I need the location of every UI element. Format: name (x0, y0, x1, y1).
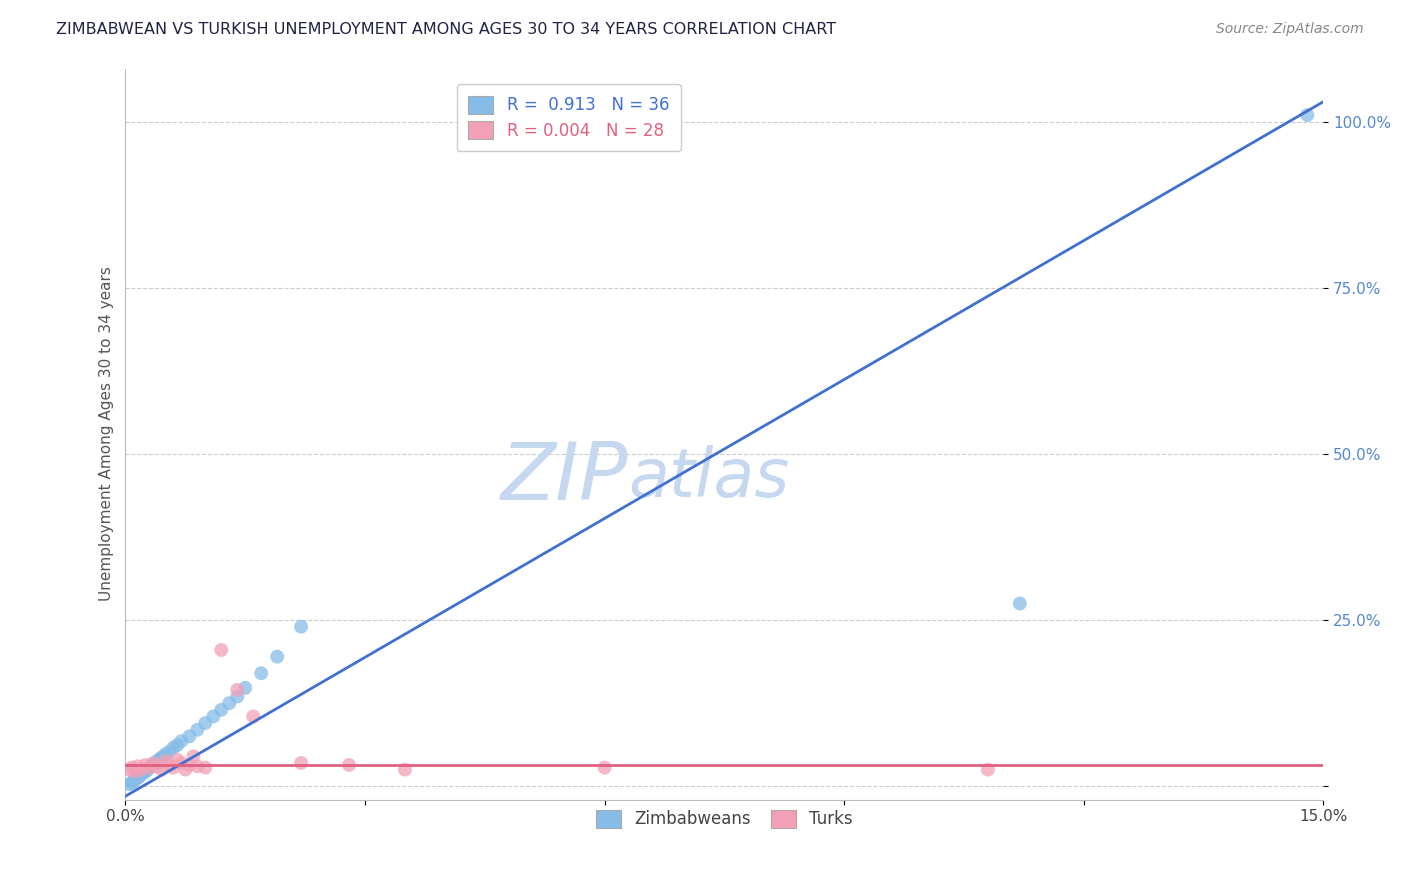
Point (118, 763, 141, 777)
Legend: Zimbabweans, Turks: Zimbabweans, Turks (589, 803, 859, 835)
Point (157, 758, 180, 772)
Point (146, 754, 169, 768)
Point (131, 767, 153, 781)
Point (186, 723, 208, 737)
Text: ZIMBABWEAN VS TURKISH UNEMPLOYMENT AMONG AGES 30 TO 34 YEARS CORRELATION CHART: ZIMBABWEAN VS TURKISH UNEMPLOYMENT AMONG… (56, 22, 837, 37)
Point (153, 749, 176, 764)
Point (194, 716, 217, 731)
Point (337, 758, 360, 772)
Text: Source: ZipAtlas.com: Source: ZipAtlas.com (1216, 22, 1364, 37)
Point (136, 763, 159, 777)
Text: ZIP: ZIP (501, 439, 628, 516)
Point (162, 761, 184, 775)
Point (128, 769, 150, 783)
Point (266, 649, 288, 664)
Point (150, 750, 173, 764)
Point (142, 756, 165, 770)
Point (179, 730, 201, 744)
Point (155, 754, 177, 768)
Text: atlas: atlas (628, 445, 790, 511)
Point (290, 756, 312, 770)
Point (226, 690, 249, 704)
Point (124, 772, 146, 787)
Point (124, 764, 146, 779)
Point (202, 709, 225, 723)
Point (1296, 108, 1319, 122)
Point (166, 738, 188, 752)
Point (977, 763, 1000, 777)
Point (131, 763, 153, 777)
Point (134, 764, 156, 779)
Point (209, 703, 232, 717)
Point (218, 696, 240, 710)
Point (186, 759, 208, 773)
Point (118, 777, 141, 791)
Point (242, 709, 264, 723)
Point (139, 759, 162, 773)
Point (134, 758, 156, 772)
Point (170, 756, 193, 770)
Point (150, 763, 173, 777)
Point (121, 761, 143, 775)
Point (194, 761, 217, 775)
Point (127, 771, 149, 785)
Y-axis label: Unemployment Among Ages 30 to 34 years: Unemployment Among Ages 30 to 34 years (100, 267, 114, 601)
Point (162, 740, 184, 755)
Point (593, 761, 616, 775)
Point (1008, 597, 1031, 611)
Point (127, 759, 149, 773)
Point (250, 666, 273, 681)
Point (179, 758, 201, 772)
Point (142, 757, 165, 772)
Point (138, 761, 160, 775)
Point (146, 759, 169, 773)
Point (290, 620, 312, 634)
Point (145, 756, 167, 770)
Point (122, 773, 145, 788)
Point (138, 761, 160, 775)
Point (183, 749, 205, 764)
Point (209, 643, 232, 657)
Point (166, 753, 188, 767)
Point (233, 681, 256, 695)
Point (121, 776, 143, 790)
Point (157, 745, 180, 759)
Point (174, 763, 197, 777)
Point (155, 747, 177, 762)
Point (394, 763, 416, 777)
Point (148, 753, 170, 767)
Point (226, 682, 249, 697)
Point (132, 766, 155, 780)
Point (170, 734, 193, 748)
